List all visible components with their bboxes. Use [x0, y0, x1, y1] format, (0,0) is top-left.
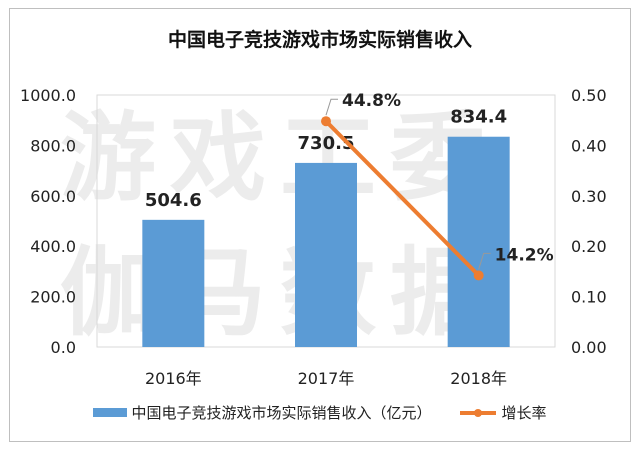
right-axis-tick-label: 0.50 [571, 86, 607, 105]
left-axis-tick-label: 400.0 [30, 237, 76, 256]
x-axis-tick-label: 2018年 [450, 369, 507, 388]
legend-line-swatch [459, 408, 496, 417]
bar-2018年 [447, 136, 510, 347]
bar-data-label: 834.4 [450, 107, 507, 128]
left-axis-tick-label: 0.0 [51, 338, 76, 357]
growth-point-2017年 [321, 116, 331, 127]
growth-line [324, 119, 481, 277]
right-axis-tick-label: 0.00 [571, 338, 607, 357]
left-axis-tick-label: 600.0 [30, 187, 76, 206]
growth-data-label: 14.2% [495, 245, 554, 265]
legend-item-growth: 增长率 [458, 402, 547, 423]
right-axis-tick-label: 0.20 [571, 237, 607, 256]
x-axis-tick-label: 2016年 [145, 369, 202, 388]
chart-title: 中国电子竞技游戏市场实际销售收入 [167, 29, 472, 51]
growth-data-label: 44.8% [342, 91, 401, 111]
legend-bar-swatch [93, 408, 128, 417]
legend-item-revenue: 中国电子竞技游戏市场实际销售收入（亿元） [93, 402, 432, 423]
watermark-line2: 伽马数据 [60, 237, 500, 349]
right-axis-tick-label: 0.10 [571, 288, 607, 307]
leader-line [325, 98, 338, 116]
right-axis-tick-label: 0.40 [571, 136, 607, 155]
legend: 中国电子竞技游戏市场实际销售收入（亿元） 增长率 [0, 402, 640, 423]
bar-2017年 [295, 162, 357, 347]
right-axis-tick-label: 0.30 [571, 187, 607, 206]
bar-data-label: 504.6 [145, 190, 202, 211]
x-axis-tick-label: 2017年 [298, 369, 355, 388]
left-axis-tick-label: 1000.0 [20, 86, 76, 105]
growth-point-2018年 [473, 270, 484, 281]
left-axis-tick-label: 800.0 [30, 136, 76, 155]
legend-label-growth: 增长率 [501, 404, 547, 422]
watermark-line1: 游戏工委 [60, 102, 500, 214]
left-axis-tick-label: 200.0 [30, 288, 76, 307]
legend-label-revenue: 中国电子竞技游戏市场实际销售收入（亿元） [131, 404, 432, 422]
leader-line [478, 252, 491, 270]
bar-2016年 [142, 219, 205, 347]
